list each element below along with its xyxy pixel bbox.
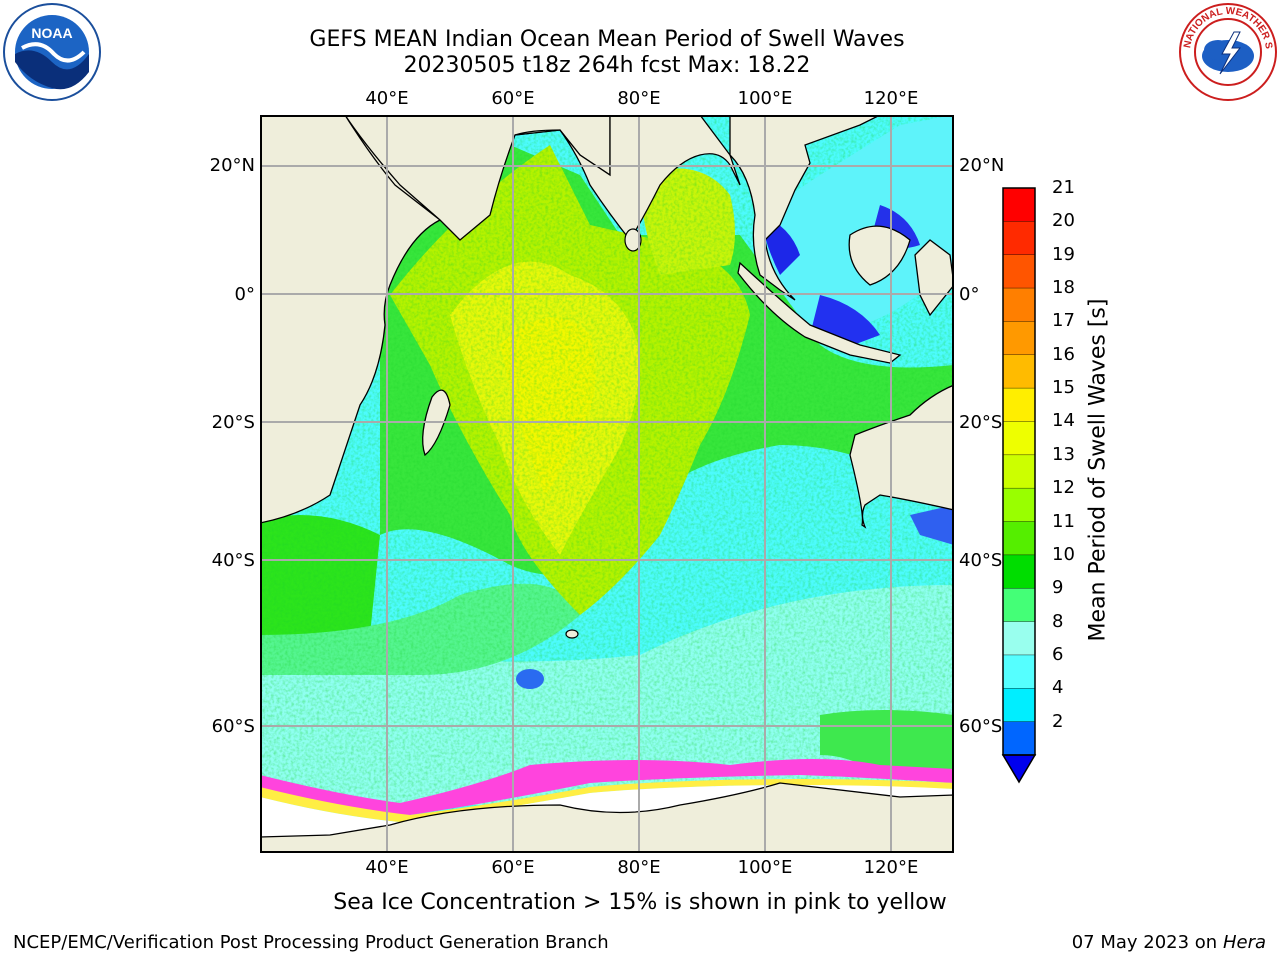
colorbar-tick-label: 13 (1052, 443, 1075, 465)
colorbar-band (1003, 354, 1035, 389)
chart-title: GEFS MEAN Indian Ocean Mean Period of Sw… (309, 27, 905, 52)
colorbar-tick-label: 2 (1052, 710, 1064, 732)
lat-tick-right-20n: 20°N (959, 155, 1005, 176)
lat-tick-left-20n: 20°N (209, 155, 255, 176)
lat-tick-right-60s: 60°S (959, 716, 1003, 737)
footer-host: Hera (1222, 932, 1266, 953)
footer-date: 07 May 2023 on Hera (1072, 932, 1266, 953)
colorbar-band (1003, 721, 1035, 756)
swell-zone-2-4s-bight (910, 505, 954, 545)
colorbar-band (1003, 588, 1035, 623)
colorbar-extend-triangle (1001, 754, 1037, 784)
lon-tick-bottom-120e: 120°E (863, 857, 919, 878)
footer-credit: NCEP/EMC/Verification Post Processing Pr… (13, 932, 609, 953)
colorbar-tick-label: 8 (1052, 610, 1064, 632)
colorbar-tick-label: 14 (1052, 410, 1075, 432)
colorbar-tick-label: 6 (1052, 643, 1064, 665)
colorbar-band (1003, 421, 1035, 456)
colorbar (1000, 185, 1040, 789)
colorbar-band (1003, 388, 1035, 422)
colorbar-tick-label: 4 (1052, 677, 1064, 699)
lat-tick-left-20s: 20°S (211, 412, 255, 433)
lat-tick-right-40s: 40°S (959, 550, 1003, 571)
colorbar-tick-label: 12 (1052, 477, 1075, 499)
colorbar-title: Mean Period of Swell Waves [s] (1085, 298, 1111, 642)
colorbar-band (1003, 288, 1035, 322)
sea-ice-caption: Sea Ice Concentration > 15% is shown in … (333, 890, 947, 915)
lon-tick-top-100e: 100°E (737, 88, 793, 109)
colorbar-band (1003, 321, 1035, 356)
colorbar-tick-label: 20 (1052, 210, 1075, 232)
lon-tick-top-80e: 80°E (617, 88, 661, 109)
colorbar-tick-label: 10 (1052, 543, 1075, 565)
noaa-logo: NOAA (2, 2, 102, 106)
swell-period-map (260, 115, 954, 853)
nws-logo: NATIONAL WEATHER SERVICE (1174, 0, 1278, 106)
colorbar-band (1003, 254, 1035, 289)
southeast-asia (729, 115, 881, 301)
lon-tick-top-60e: 60°E (491, 88, 535, 109)
colorbar-band (1003, 221, 1035, 256)
colorbar-band (1003, 688, 1035, 723)
colorbar-tick-label: 16 (1052, 343, 1075, 365)
footer-date-text: 07 May 2023 on (1071, 932, 1218, 953)
lat-tick-left-40s: 40°S (211, 550, 255, 571)
colorbar-tick-label: 18 (1052, 277, 1075, 299)
lat-tick-left-0: 0° (234, 284, 255, 305)
colorbar-band (1003, 621, 1035, 656)
colorbar-tick-label: 19 (1052, 243, 1075, 265)
colorbar-tick-label: 21 (1052, 177, 1075, 198)
colorbar-tick-label: 11 (1052, 510, 1075, 532)
colorbar-band (1003, 521, 1035, 556)
colorbar-band (1003, 654, 1035, 689)
graticule (260, 115, 954, 853)
sea-ice-edge (260, 759, 954, 815)
colorbar-tick-label: 9 (1052, 577, 1064, 599)
colorbar-svg (1001, 187, 1037, 784)
lon-tick-top-120e: 120°E (863, 88, 919, 109)
lon-tick-bottom-60e: 60°E (491, 857, 535, 878)
lon-tick-bottom-80e: 80°E (617, 857, 661, 878)
sea-ice-yellow (260, 779, 954, 823)
antarctica-land (260, 782, 954, 853)
colorbar-tick-label: 17 (1052, 310, 1075, 332)
colorbar-band (1003, 454, 1035, 489)
lat-tick-right-20s: 20°S (959, 412, 1003, 433)
lat-tick-right-0: 0° (959, 284, 980, 305)
lon-tick-bottom-40e: 40°E (365, 857, 409, 878)
noaa-logo-text: NOAA (31, 25, 72, 41)
lon-tick-top-40e: 40°E (365, 88, 409, 109)
colorbar-tick-label: 15 (1052, 377, 1075, 399)
borneo (848, 225, 911, 286)
colorbar-band (1003, 488, 1035, 523)
lon-tick-bottom-100e: 100°E (737, 857, 793, 878)
chart-subtitle: 20230505 t18z 264h fcst Max: 18.22 (403, 53, 811, 78)
swell-zone-2-4s-scs (760, 115, 954, 333)
colorbar-band (1003, 188, 1035, 222)
colorbar-band (1003, 554, 1035, 589)
lat-tick-left-60s: 60°S (211, 716, 255, 737)
